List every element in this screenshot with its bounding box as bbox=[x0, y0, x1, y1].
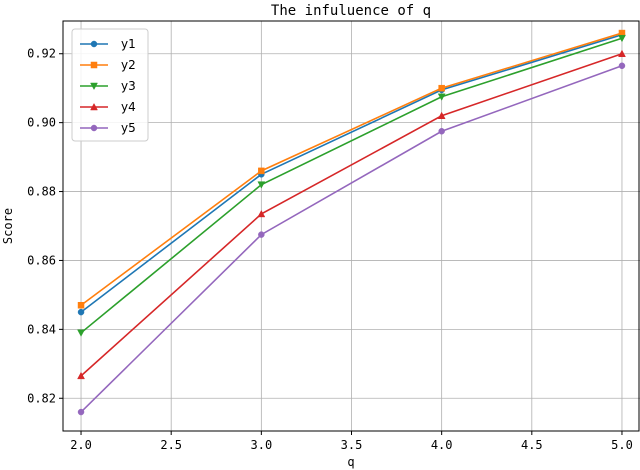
x-tick-label: 5.0 bbox=[611, 438, 633, 452]
series-line-y1 bbox=[80, 34, 623, 313]
plot-area-frame bbox=[62, 20, 640, 432]
y-tick-label: 0.84 bbox=[27, 322, 56, 336]
data-point-y3 bbox=[437, 93, 446, 101]
legend-label: y2 bbox=[121, 58, 136, 72]
x-axis-title: q bbox=[347, 455, 354, 469]
x-tick-label: 2.5 bbox=[160, 438, 182, 452]
legend-label: y1 bbox=[121, 37, 136, 51]
x-tick-label: 4.0 bbox=[431, 438, 453, 452]
y-tick-label: 0.88 bbox=[27, 185, 56, 199]
data-point-y2 bbox=[77, 301, 85, 309]
legend-marker bbox=[90, 102, 98, 111]
data-point-y5 bbox=[438, 128, 445, 135]
series-line-y5 bbox=[80, 65, 623, 413]
series-line-y3 bbox=[80, 37, 623, 334]
series-lines bbox=[77, 29, 626, 416]
y-tick-label: 0.86 bbox=[27, 253, 56, 267]
series-y5 bbox=[77, 62, 626, 416]
legend-marker bbox=[90, 124, 98, 132]
chart-title: The infuluence of q bbox=[271, 3, 431, 19]
data-point-y4 bbox=[437, 111, 446, 119]
data-point-y1 bbox=[77, 308, 85, 316]
legend-item-y4: y4 bbox=[80, 100, 136, 114]
data-point-y5 bbox=[77, 408, 85, 416]
legend: y1 y2 y3 y4 y5 bbox=[71, 28, 149, 142]
data-point-y4 bbox=[77, 371, 85, 380]
legend-marker bbox=[90, 61, 98, 69]
legend-item-y3: y3 bbox=[80, 79, 136, 93]
data-point-y3 bbox=[618, 34, 626, 43]
x-tick-label: 4.5 bbox=[521, 438, 543, 452]
legend-label: y5 bbox=[121, 121, 136, 135]
y-axis-title: Score bbox=[1, 208, 15, 244]
series-line-y2 bbox=[80, 32, 623, 306]
axis-ticks: 2.0 2.5 3.0 3.5 4.0 4.5 5.0 0.82 0.84 0.86 0.88 0.9… bbox=[27, 47, 633, 452]
legend-marker bbox=[90, 40, 98, 48]
series-y4 bbox=[77, 49, 626, 380]
legend-label: y3 bbox=[121, 79, 136, 93]
y-tick-label: 0.92 bbox=[27, 47, 56, 61]
legend-marker bbox=[90, 82, 98, 91]
legend-item-y2: y2 bbox=[80, 58, 136, 72]
data-point-y3 bbox=[257, 181, 266, 189]
y-tick-label: 0.90 bbox=[27, 116, 56, 130]
data-point-y2 bbox=[438, 84, 445, 92]
data-point-y2 bbox=[258, 167, 265, 175]
y-tick-label: 0.82 bbox=[27, 391, 56, 405]
data-point-y5 bbox=[258, 231, 265, 238]
legend-item-y1: y1 bbox=[80, 37, 136, 51]
grid-lines bbox=[63, 21, 640, 431]
x-tick-label: 3.5 bbox=[341, 438, 363, 452]
x-tick-label: 3.0 bbox=[251, 438, 273, 452]
legend-label: y4 bbox=[121, 100, 136, 114]
series-y3 bbox=[77, 34, 626, 337]
x-tick-label: 2.0 bbox=[70, 438, 92, 452]
data-point-y3 bbox=[77, 329, 85, 337]
data-point-y5 bbox=[618, 62, 626, 70]
legend-item-y5: y5 bbox=[80, 121, 136, 135]
legend-box bbox=[71, 28, 149, 142]
data-point-y4 bbox=[618, 49, 626, 57]
data-point-y4 bbox=[257, 209, 266, 218]
series-line-y4 bbox=[80, 52, 623, 377]
